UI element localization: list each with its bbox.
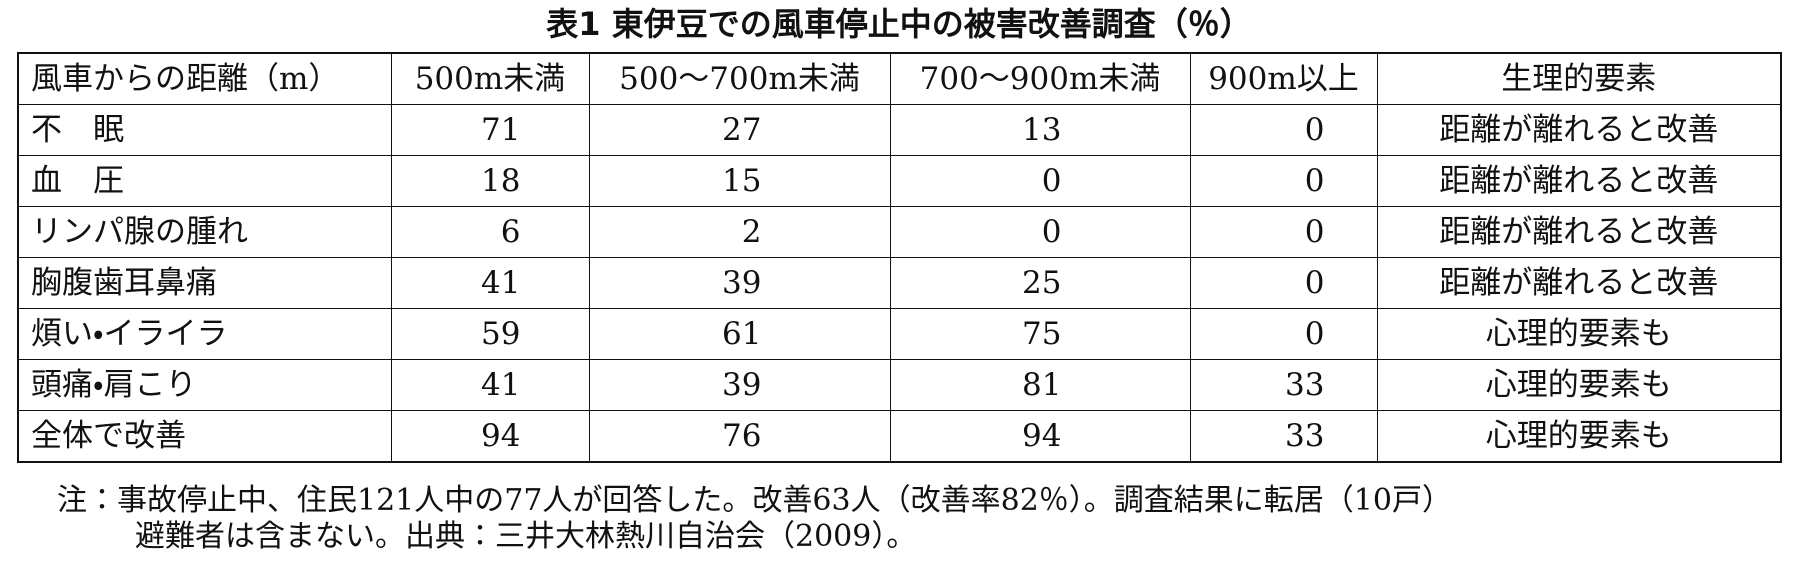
table-cell: 不 眠: [17, 104, 392, 156]
table-cell: 煩い・イライラ: [17, 308, 392, 360]
table-cell: 41: [390, 359, 590, 411]
table-cell: 0: [889, 206, 1191, 258]
table-cell: 6: [390, 206, 590, 258]
table-row: 頭痛・肩こり 41 39 81 33 心理的要素も: [17, 359, 1782, 411]
table-cell: 2: [588, 206, 891, 258]
header-cell: 700～900m未満: [889, 52, 1191, 105]
table-cell: 心理的要素も: [1376, 410, 1782, 463]
table-cell: 心理的要素も: [1376, 308, 1782, 360]
table-cell: 胸腹歯耳鼻痛: [17, 257, 392, 309]
table-cell: 15: [588, 155, 891, 207]
header-cell: 500m未満: [390, 52, 590, 105]
table-cell: 距離が離れると改善: [1376, 104, 1782, 156]
table-cell: 76: [588, 410, 891, 463]
table-cell: 41: [390, 257, 590, 309]
table-cell: 25: [889, 257, 1191, 309]
table-title: 表1 東伊豆での風車停止中の被害改善調査（％）: [546, 5, 1252, 43]
table-cell: 39: [588, 359, 891, 411]
data-table: 風車からの距離（m） 500m未満 500～700m未満 700～900m未満 900m…: [17, 52, 1782, 463]
header-cell: 風車からの距離（m）: [17, 52, 392, 105]
table-cell: 18: [390, 155, 590, 207]
table-cell: 33: [1189, 359, 1378, 411]
table-body: 風車からの距離（m） 500m未満 500～700m未満 700～900m未満 900m…: [17, 52, 1782, 463]
table-cell: 81: [889, 359, 1191, 411]
table-row: 血 圧 18 15 0 0 距離が離れると改善: [17, 155, 1782, 207]
table-row: 煩い・イライラ 59 61 75 0 心理的要素も: [17, 308, 1782, 360]
table-cell: 13: [889, 104, 1191, 156]
table-cell: 0: [889, 155, 1191, 207]
table-cell: 75: [889, 308, 1191, 360]
table-cell: 71: [390, 104, 590, 156]
table-cell: 94: [889, 410, 1191, 463]
table-cell: 距離が離れると改善: [1376, 206, 1782, 258]
header-cell: 500～700m未満: [588, 52, 891, 105]
table-cell: リンパ腺の腫れ: [17, 206, 392, 258]
table-cell: 27: [588, 104, 891, 156]
table-cell: 39: [588, 257, 891, 309]
table-cell: 33: [1189, 410, 1378, 463]
table-row: リンパ腺の腫れ 6 2 0 0 距離が離れると改善: [17, 206, 1782, 258]
table-cell: 頭痛・肩こり: [17, 359, 392, 411]
table-cell: 0: [1189, 155, 1378, 207]
header-row: 風車からの距離（m） 500m未満 500～700m未満 700～900m未満 900m…: [17, 52, 1782, 105]
table-cell: 全体で改善: [17, 410, 392, 463]
table-cell: 距離が離れると改善: [1376, 155, 1782, 207]
table-cell: 距離が離れると改善: [1376, 257, 1782, 309]
table-cell: 94: [390, 410, 590, 463]
table-cell: 0: [1189, 257, 1378, 309]
table-cell: 0: [1189, 308, 1378, 360]
table-row: 全体で改善 94 76 94 33 心理的要素も: [17, 410, 1782, 463]
table-cell: 0: [1189, 104, 1378, 156]
note: 避難者は含まない。出典：三井大林熱川自治会（2009）。: [135, 519, 917, 554]
header-cell: 生理的要素: [1376, 52, 1782, 105]
header-cell: 900m以上: [1189, 52, 1378, 105]
note: 注：事故停止中、住民121人中の77人が回答した。改善63人（改善率82％）。調…: [57, 483, 1452, 518]
table-row: 胸腹歯耳鼻痛 41 39 25 0 距離が離れると改善: [17, 257, 1782, 309]
table-cell: 59: [390, 308, 590, 360]
table-cell: 心理的要素も: [1376, 359, 1782, 411]
table-cell: 61: [588, 308, 891, 360]
table-row: 不 眠 71 27 13 0 距離が離れると改善: [17, 104, 1782, 156]
table-cell: 0: [1189, 206, 1378, 258]
table-cell: 血 圧: [17, 155, 392, 207]
